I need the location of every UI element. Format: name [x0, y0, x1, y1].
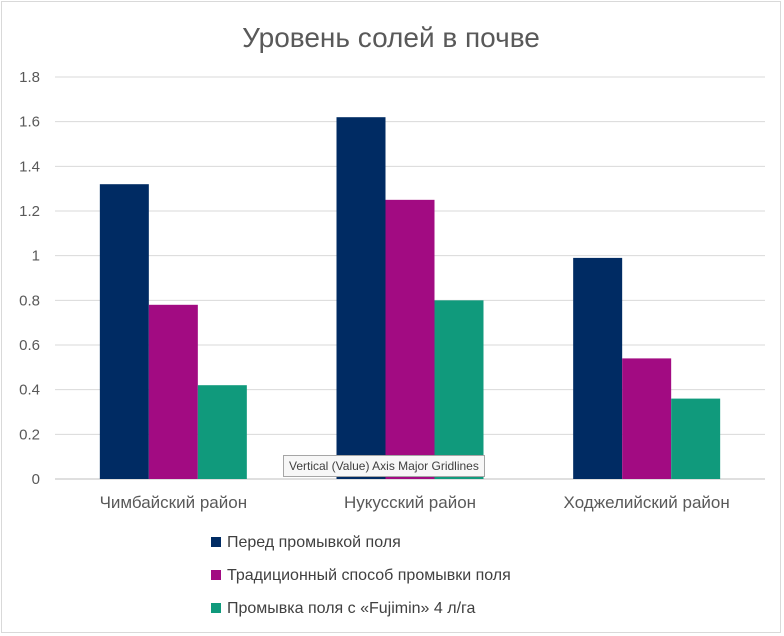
bar[interactable] — [435, 300, 484, 479]
y-tick-label: 0.4 — [19, 382, 40, 399]
bar-chart[interactable]: Уровень солей в почве 0 0.2 0.4 0.6 0.8 1 1.2 1… — [0, 0, 784, 636]
legend-swatch — [211, 537, 221, 547]
bar[interactable] — [337, 117, 386, 479]
legend: Перед промывкой поля Традиционный способ … — [211, 534, 511, 617]
x-category-label: Ходжелийский район — [564, 493, 730, 512]
chart-title: Уровень солей в почве — [242, 22, 540, 53]
legend-swatch — [211, 603, 221, 613]
y-tick-label: 0.8 — [19, 292, 40, 309]
bar[interactable] — [149, 305, 198, 479]
y-tick-label: 0.6 — [19, 337, 40, 354]
y-tick-label: 1.4 — [19, 158, 40, 175]
x-axis-categories: Чимбайский район Нукусский район Ходжелийс… — [100, 493, 730, 512]
y-tick-label: 1 — [32, 248, 40, 265]
bars — [100, 117, 720, 479]
x-category-label: Нукусский район — [344, 493, 476, 512]
bar[interactable] — [671, 399, 720, 479]
bar[interactable] — [386, 200, 435, 479]
y-axis-ticks: 0 0.2 0.4 0.6 0.8 1 1.2 1.4 1.6 1.8 — [19, 69, 40, 488]
bar[interactable] — [573, 258, 622, 479]
bar[interactable] — [100, 184, 149, 479]
legend-swatch — [211, 570, 221, 580]
y-tick-label: 1.6 — [19, 114, 40, 131]
y-tick-label: 0.2 — [19, 426, 40, 443]
legend-label: Традиционный способ промывки поля — [227, 567, 511, 584]
bar[interactable] — [198, 385, 247, 479]
gridlines-tooltip: Vertical (Value) Axis Major Gridlines — [283, 455, 485, 477]
y-tick-label: 1.2 — [19, 203, 40, 220]
x-category-label: Чимбайский район — [100, 493, 248, 512]
bar[interactable] — [622, 358, 671, 479]
y-tick-label: 1.8 — [19, 69, 40, 86]
legend-label: Перед промывкой поля — [227, 534, 401, 551]
y-tick-label: 0 — [32, 471, 40, 488]
legend-label: Промывка поля с «Fujimin» 4 л/га — [227, 600, 476, 617]
